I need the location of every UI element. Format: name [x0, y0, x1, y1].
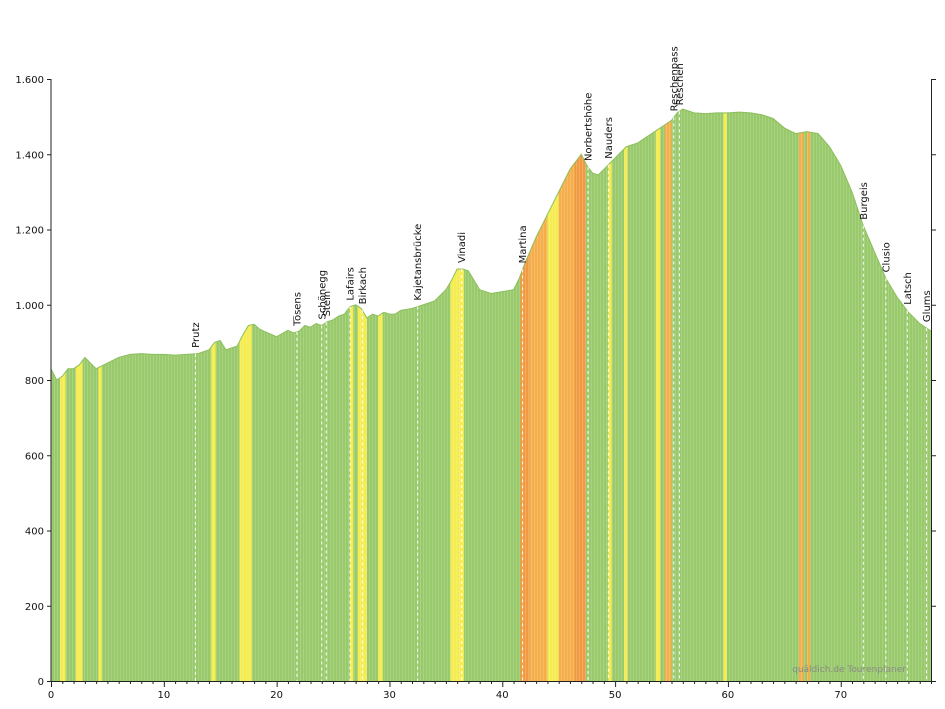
grade-section — [624, 109, 628, 681]
place-label: Burgeis — [859, 182, 870, 220]
grade-section — [547, 109, 559, 681]
place-label: Clusio — [881, 242, 892, 272]
grade-section — [98, 109, 102, 681]
place-label: Vinadi — [457, 232, 468, 263]
grade-section — [558, 109, 575, 681]
grade-section — [574, 109, 586, 681]
place-label: Norbertshöhe — [584, 93, 595, 161]
place-label: Nauders — [604, 117, 615, 159]
y-tick-label: 800 — [25, 376, 44, 387]
watermark: quäldich.de Tourenplaner — [792, 665, 906, 675]
place-label: Latsch — [903, 272, 914, 305]
place-label: Kajetansbrücke — [413, 224, 424, 301]
y-tick-label: 1.200 — [15, 226, 44, 237]
grade-section — [655, 109, 661, 681]
y-tick-label: 1.000 — [15, 301, 44, 312]
x-tick-label: 70 — [834, 690, 847, 701]
place-label: Prutz — [191, 322, 202, 347]
place-label: Glums — [922, 290, 933, 322]
place-label: Martina — [518, 225, 529, 263]
grade-section — [529, 109, 548, 681]
y-tick-label: 0 — [38, 677, 44, 688]
grade-section — [211, 109, 216, 681]
axes: 0 200 400 600 800 1.000 1.200 1.400 1.600 0 10 20 30… — [15, 75, 936, 701]
y-tick-label: 400 — [25, 527, 44, 538]
x-tick-label: 0 — [48, 690, 54, 701]
profile-outline — [50, 108, 932, 381]
x-tick-label: 40 — [496, 690, 509, 701]
grade-section — [608, 109, 612, 681]
x-tick-label: 30 — [383, 690, 396, 701]
x-tick-label: 10 — [157, 690, 170, 701]
place-label: Reschen — [675, 63, 686, 105]
y-tick-label: 1.400 — [15, 150, 44, 161]
x-tick-label: 50 — [609, 690, 622, 701]
grade-section — [60, 109, 66, 681]
grade-section — [723, 109, 727, 681]
place-label: Tösens — [292, 292, 303, 327]
place-label: Birkach — [358, 267, 369, 304]
place-label: Stein — [322, 291, 333, 317]
grade-section — [799, 109, 804, 681]
grade-section — [520, 109, 530, 681]
place-label: Schönegg — [317, 270, 328, 320]
y-tick-label: 200 — [25, 602, 44, 613]
place-label: Reschenpass — [669, 46, 680, 111]
y-tick-label: 600 — [25, 451, 44, 462]
grade-section — [806, 109, 811, 681]
x-tick-label: 60 — [722, 690, 735, 701]
y-tick-label: 1.600 — [15, 75, 44, 86]
grade-section — [378, 109, 383, 681]
grade-section — [349, 109, 354, 681]
grade-section — [664, 109, 672, 681]
grade-section — [75, 109, 83, 681]
x-tick-label: 20 — [270, 690, 283, 701]
place-label: Lafairs — [345, 267, 356, 300]
